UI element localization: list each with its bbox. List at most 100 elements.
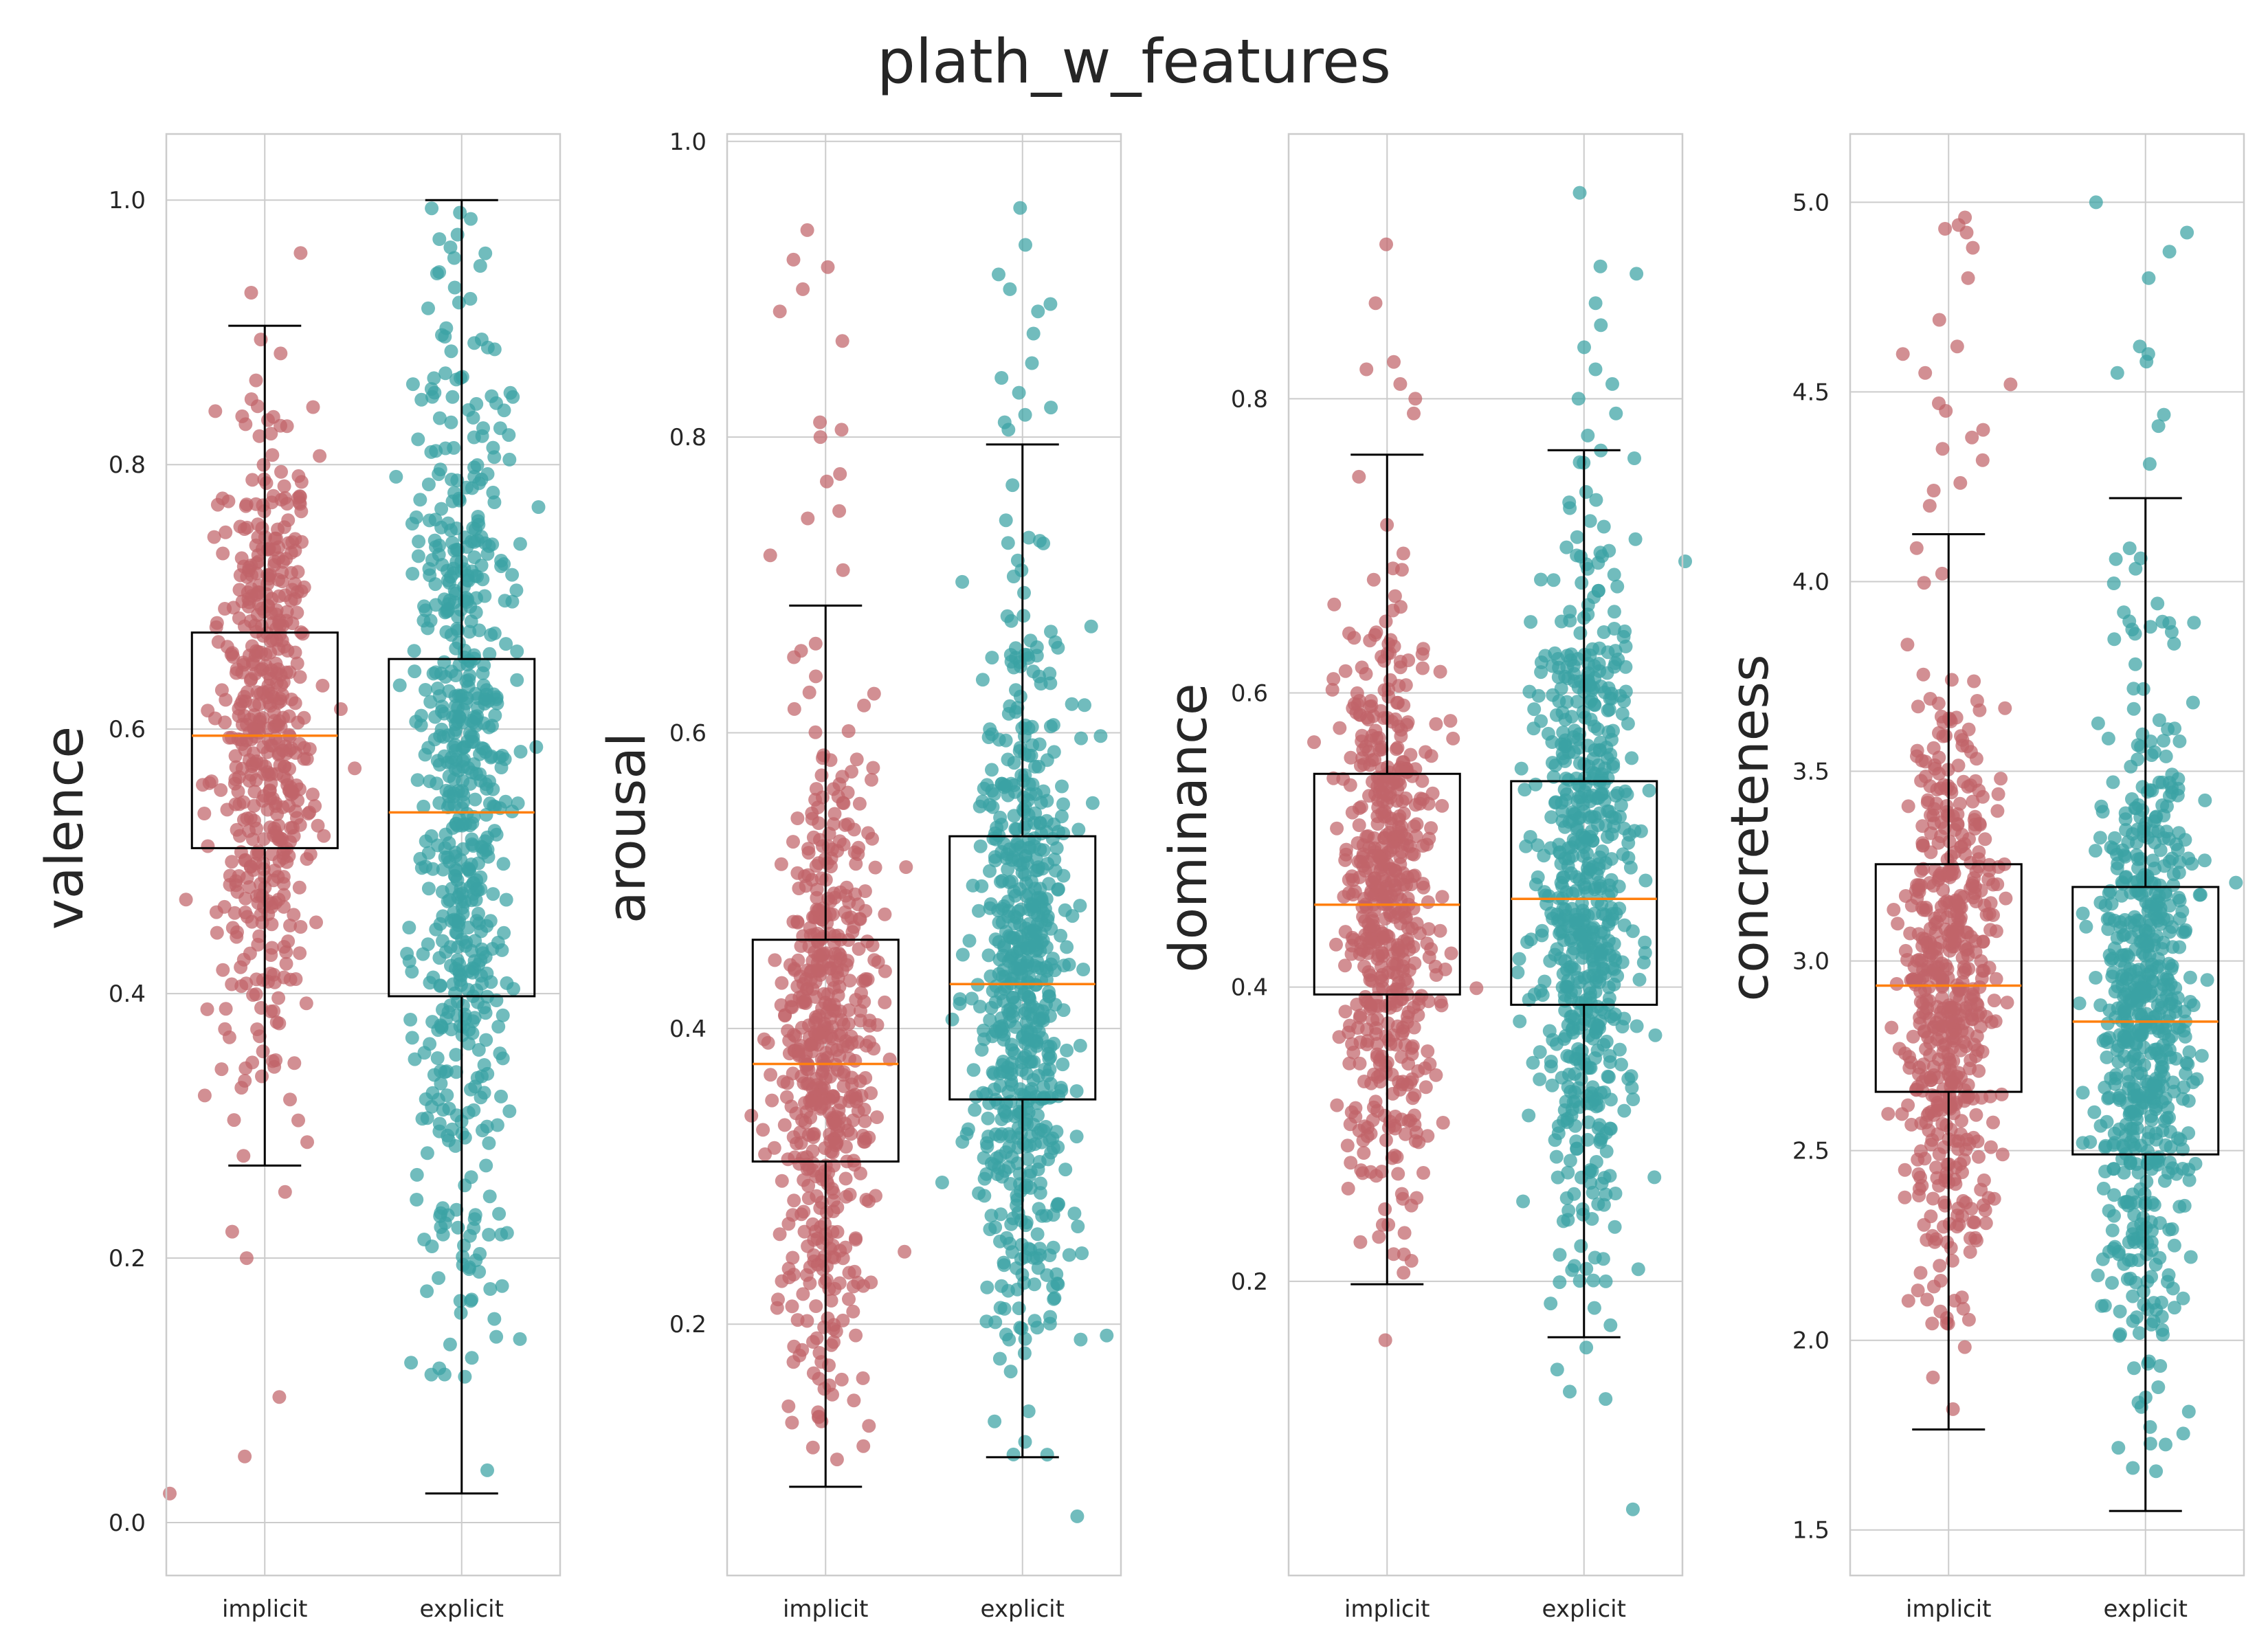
data-point bbox=[1885, 1020, 1899, 1035]
data-point bbox=[1021, 808, 1036, 822]
data-point bbox=[2106, 576, 2121, 590]
data-point bbox=[259, 476, 274, 491]
data-point bbox=[852, 942, 866, 956]
data-point bbox=[1911, 927, 1926, 941]
data-point bbox=[2106, 842, 2121, 856]
data-point bbox=[999, 1327, 1013, 1342]
data-point bbox=[1549, 1149, 1564, 1164]
data-point bbox=[1400, 765, 1414, 779]
data-point bbox=[997, 939, 1011, 953]
data-point bbox=[1933, 1274, 1948, 1288]
data-point bbox=[2182, 1045, 2197, 1059]
outlier-point bbox=[1961, 271, 1975, 285]
data-point bbox=[1977, 1173, 1991, 1187]
data-point bbox=[432, 411, 447, 425]
data-point bbox=[207, 530, 221, 544]
data-point bbox=[488, 708, 502, 723]
data-point bbox=[790, 811, 805, 825]
data-point bbox=[2153, 906, 2168, 920]
ytick-label: 0.2 bbox=[109, 1245, 146, 1272]
data-point bbox=[1625, 751, 1639, 765]
ytick-label: 0.8 bbox=[669, 424, 707, 451]
data-point bbox=[2117, 1006, 2132, 1020]
outlier-point bbox=[1012, 385, 1026, 400]
data-point bbox=[277, 520, 291, 535]
data-point bbox=[1562, 815, 1577, 829]
data-point bbox=[1354, 942, 1368, 956]
data-point bbox=[1385, 1068, 1399, 1081]
data-point bbox=[787, 702, 801, 716]
data-point bbox=[2076, 1136, 2090, 1150]
data-point bbox=[434, 1018, 448, 1033]
ytick-label: 0.2 bbox=[669, 1311, 707, 1338]
data-point bbox=[817, 1097, 832, 1112]
data-point bbox=[1398, 1127, 1412, 1141]
data-point bbox=[761, 1035, 775, 1050]
data-point bbox=[1008, 1109, 1022, 1123]
data-point bbox=[2157, 978, 2171, 992]
data-point bbox=[2126, 682, 2141, 696]
data-point bbox=[271, 748, 286, 762]
outlier-point bbox=[1031, 304, 1045, 319]
data-point bbox=[2178, 833, 2192, 847]
outlier-point bbox=[813, 430, 827, 445]
data-point bbox=[483, 1282, 498, 1296]
data-point bbox=[1604, 873, 1619, 887]
outlier-point bbox=[1939, 404, 1953, 418]
data-point bbox=[2120, 1272, 2135, 1286]
data-point bbox=[1041, 1152, 1056, 1167]
outlier-point bbox=[1625, 1502, 1640, 1516]
data-point bbox=[1553, 912, 1567, 927]
outlier-point bbox=[2089, 195, 2103, 210]
data-point bbox=[413, 851, 427, 866]
data-point bbox=[1591, 1197, 1605, 1211]
data-point bbox=[405, 1031, 419, 1045]
data-point bbox=[1570, 695, 1584, 709]
data-point bbox=[854, 1004, 867, 1018]
data-point bbox=[1032, 1024, 1046, 1039]
outlier-point bbox=[1001, 423, 1016, 437]
data-point bbox=[2156, 1327, 2170, 1342]
data-point bbox=[218, 1022, 232, 1036]
data-point bbox=[214, 683, 229, 697]
ylabel-dominance: dominance bbox=[1157, 683, 1219, 972]
data-point bbox=[1550, 1170, 1565, 1185]
data-point bbox=[1078, 698, 1091, 713]
data-point bbox=[1044, 625, 1058, 639]
data-point bbox=[1574, 1239, 1588, 1253]
data-point bbox=[232, 829, 247, 843]
data-point bbox=[1017, 820, 1032, 835]
data-point bbox=[1030, 1035, 1044, 1050]
data-point bbox=[1575, 1044, 1589, 1058]
data-point bbox=[274, 418, 287, 433]
data-point bbox=[1987, 994, 2001, 1008]
data-point bbox=[249, 587, 264, 602]
data-point bbox=[1085, 796, 1100, 810]
data-point bbox=[1964, 745, 1978, 759]
data-point bbox=[1353, 1056, 1367, 1070]
data-point bbox=[1030, 1096, 1045, 1110]
data-point bbox=[1392, 679, 1406, 693]
data-point bbox=[1916, 903, 1931, 917]
outlier-point bbox=[1407, 406, 1421, 420]
data-point bbox=[416, 947, 430, 961]
data-point bbox=[1378, 889, 1392, 904]
data-point bbox=[491, 1020, 506, 1034]
data-point bbox=[2126, 1461, 2140, 1475]
data-point bbox=[1028, 759, 1042, 774]
data-point bbox=[1926, 1370, 1940, 1384]
data-point bbox=[797, 1173, 811, 1187]
data-point bbox=[442, 789, 456, 804]
data-point bbox=[2107, 1209, 2121, 1223]
data-point bbox=[1046, 1141, 1060, 1155]
data-point bbox=[223, 877, 237, 892]
data-point bbox=[235, 594, 249, 609]
data-point bbox=[985, 783, 999, 798]
data-point bbox=[1031, 1163, 1045, 1176]
outlier-point bbox=[834, 423, 849, 437]
data-point bbox=[229, 666, 243, 680]
data-point bbox=[1967, 1037, 1981, 1052]
data-point bbox=[1607, 622, 1621, 636]
data-point bbox=[1007, 809, 1021, 823]
data-point bbox=[1553, 1248, 1567, 1262]
